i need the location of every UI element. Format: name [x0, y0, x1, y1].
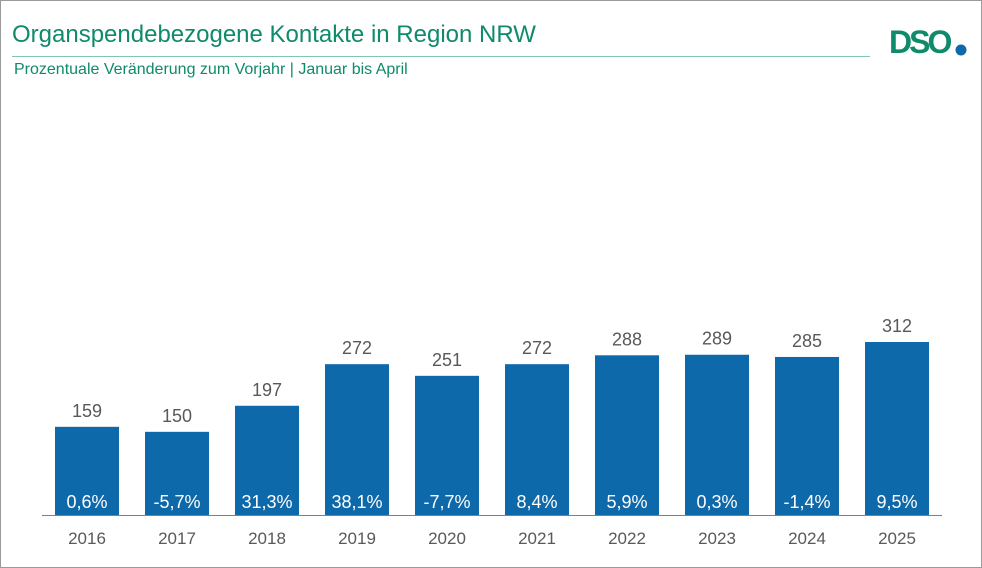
value-label-2023: 289 [702, 329, 732, 349]
value-label-2016: 159 [72, 401, 102, 421]
change-label-2022: 5,9% [606, 492, 647, 512]
bar-2025 [865, 341, 929, 515]
x-tick-label-2018: 2018 [248, 529, 286, 548]
change-label-2020: -7,7% [423, 492, 470, 512]
x-tick-label-2022: 2022 [608, 529, 646, 548]
value-label-2024: 285 [792, 331, 822, 351]
x-tick-label-2019: 2019 [338, 529, 376, 548]
change-label-2018: 31,3% [241, 492, 292, 512]
change-label-2023: 0,3% [696, 492, 737, 512]
bars-group: 159 0,6% 2016 150 -5,7% 2017 197 31,3% 2018 272 38… [55, 316, 929, 548]
value-label-2025: 312 [882, 316, 912, 336]
bar-2020 [415, 375, 479, 515]
value-label-2018: 197 [252, 380, 282, 400]
chart-title: Organspendebezogene Kontakte in Region N… [12, 21, 536, 48]
bar-2022 [595, 355, 659, 515]
change-label-2021: 8,4% [516, 492, 557, 512]
x-tick-label-2025: 2025 [878, 529, 916, 548]
x-tick-label-2024: 2024 [788, 529, 826, 548]
x-tick-label-2020: 2020 [428, 529, 466, 548]
bar-2018 [235, 405, 299, 515]
bar-2017 [145, 431, 209, 515]
bar-2021 [505, 364, 569, 515]
change-label-2024: -1,4% [783, 492, 830, 512]
change-label-2016: 0,6% [66, 492, 107, 512]
x-tick-label-2017: 2017 [158, 529, 196, 548]
chart-subtitle: Prozentuale Veränderung zum Vorjahr | Ja… [14, 61, 408, 78]
dso-logo-dot [955, 44, 967, 56]
title-divider [12, 56, 870, 57]
bar-2019 [325, 364, 389, 515]
dso-logo: DSO [889, 24, 969, 64]
x-tick-label-2023: 2023 [698, 529, 736, 548]
value-label-2017: 150 [162, 406, 192, 426]
dso-logo-text: DSO [889, 25, 951, 59]
bar-2023 [685, 354, 749, 515]
x-tick-label-2021: 2021 [518, 529, 556, 548]
value-label-2022: 288 [612, 329, 642, 349]
value-label-2019: 272 [342, 338, 372, 358]
bar-2016 [55, 426, 119, 515]
value-label-2021: 272 [522, 338, 552, 358]
value-label-2020: 251 [432, 350, 462, 370]
bar-2024 [775, 356, 839, 515]
x-tick-label-2016: 2016 [68, 529, 106, 548]
dso-logo-graphic: DSO [889, 24, 967, 60]
change-label-2025: 9,5% [876, 492, 917, 512]
change-label-2017: -5,7% [153, 492, 200, 512]
change-label-2019: 38,1% [331, 492, 382, 512]
